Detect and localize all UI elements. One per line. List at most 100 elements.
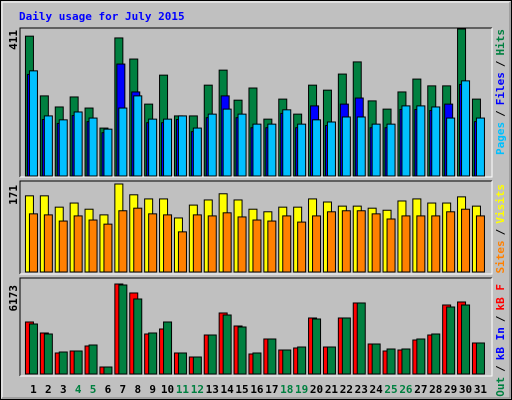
- bar: [43, 214, 53, 273]
- plot-bevel: [19, 27, 492, 177]
- x-tick-label: 9: [149, 383, 156, 396]
- bar: [43, 333, 53, 375]
- x-tick-label: 16: [250, 383, 264, 396]
- bar: [222, 314, 232, 375]
- bar: [326, 346, 336, 375]
- bar: [177, 115, 187, 177]
- bar: [43, 115, 53, 177]
- bar: [103, 366, 113, 375]
- x-tick-label: 1: [30, 383, 37, 396]
- bar: [177, 352, 187, 375]
- bar: [416, 338, 426, 375]
- bar: [431, 215, 441, 273]
- bar: [177, 231, 187, 273]
- legend-entry: Visits: [494, 184, 507, 224]
- bar: [118, 107, 128, 177]
- x-tick-label: 2: [45, 383, 52, 396]
- bar: [73, 111, 83, 177]
- bar: [103, 128, 113, 177]
- bar: [416, 215, 426, 273]
- bar: [88, 117, 98, 177]
- x-tick-label: 5: [90, 383, 97, 396]
- bar: [282, 349, 292, 375]
- bar: [148, 118, 158, 177]
- plot-bevel: [19, 180, 492, 274]
- x-tick-label: 28: [429, 383, 442, 396]
- bar: [446, 306, 456, 375]
- bar: [103, 223, 113, 273]
- bar: [386, 348, 396, 375]
- bar: [192, 127, 202, 177]
- bar: [341, 116, 351, 177]
- bar: [371, 123, 381, 177]
- bar: [341, 317, 351, 375]
- bar: [297, 346, 307, 375]
- bar: [297, 123, 307, 177]
- bar: [461, 80, 471, 177]
- bar: [326, 121, 336, 177]
- legend-entry: kB Out: [494, 377, 507, 400]
- bar: [297, 221, 307, 273]
- bar: [431, 333, 441, 375]
- legend-entry: kB F: [494, 284, 507, 311]
- plot-bevel: [20, 28, 493, 178]
- x-tick-label: 23: [355, 383, 368, 396]
- bar: [267, 338, 277, 375]
- bar: [252, 352, 262, 375]
- x-tick-label: 22: [340, 383, 353, 396]
- bar: [356, 302, 366, 375]
- x-tick-label: 29: [444, 383, 457, 396]
- legend-entry: Hits: [494, 29, 507, 56]
- bar: [386, 218, 396, 273]
- bar: [222, 108, 232, 177]
- x-tick-label: 3: [60, 383, 67, 396]
- bar: [386, 123, 396, 177]
- bar: [88, 219, 98, 273]
- bar: [475, 342, 485, 375]
- chart-title: Daily usage for July 2015: [19, 10, 185, 23]
- bar: [475, 215, 485, 273]
- bar: [192, 356, 202, 375]
- x-tick-label: 24: [370, 383, 384, 396]
- x-tick-label: 18: [280, 383, 293, 396]
- x-tick-label: 8: [134, 383, 141, 396]
- bar: [252, 123, 262, 177]
- bar: [163, 118, 173, 177]
- x-tick-label: 7: [120, 383, 127, 396]
- bar: [401, 105, 411, 177]
- bar: [163, 214, 173, 273]
- bar: [312, 215, 322, 273]
- legend-separator: /: [494, 110, 507, 117]
- bar: [133, 298, 143, 375]
- x-tick-label: 20: [310, 383, 323, 396]
- x-tick-label: 27: [414, 383, 427, 396]
- x-tick-label: 13: [206, 383, 219, 396]
- x-tick-label: 26: [399, 383, 413, 396]
- y-tick-label: 6173: [7, 285, 20, 312]
- x-tick-label: 14: [221, 383, 235, 396]
- bar: [192, 214, 202, 273]
- bar: [356, 210, 366, 273]
- x-tick-label: 10: [161, 383, 174, 396]
- legend-entry: Files: [494, 72, 507, 105]
- bar: [207, 215, 217, 273]
- bar: [163, 321, 173, 375]
- legend-separator: /: [494, 365, 507, 372]
- bar: [431, 106, 441, 177]
- plot-bevel: [20, 181, 493, 275]
- bar: [207, 334, 217, 375]
- x-tick-label: 4: [75, 383, 82, 396]
- bar: [222, 212, 232, 273]
- x-tick-label: 31: [474, 383, 488, 396]
- plot-bevel: [20, 278, 493, 377]
- bar: [356, 116, 366, 177]
- bar: [252, 219, 262, 273]
- y-tick-label: 171: [7, 185, 20, 205]
- legend: Pages / Files / Hits: [494, 29, 507, 155]
- legend-separator: /: [494, 228, 507, 235]
- bar: [326, 211, 336, 273]
- bar: [282, 215, 292, 273]
- bar: [237, 326, 247, 375]
